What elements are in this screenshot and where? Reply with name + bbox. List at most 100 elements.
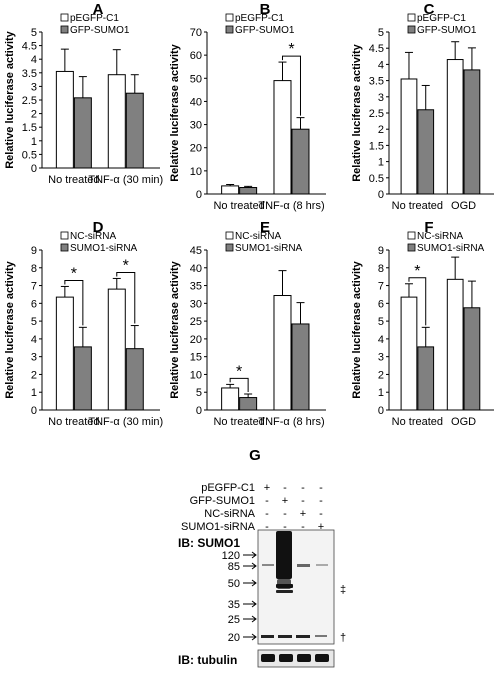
y-tick-label: 7: [378, 281, 384, 293]
y-tick-label: 3.5: [22, 68, 37, 80]
y-tick-label: 20: [190, 143, 202, 155]
y-tick-label: 4: [378, 59, 384, 71]
y-tick-label: 9: [378, 245, 384, 257]
y-axis-label: Relative luciferase activity: [169, 260, 181, 398]
y-tick-label: 0: [378, 189, 384, 201]
x-category-label: No treated: [392, 200, 443, 212]
legend-label: SUMO1-siRNA: [417, 243, 485, 254]
x-category-label: No treated: [48, 416, 99, 428]
y-tick-label: 6: [378, 298, 384, 310]
legend-swatch: [407, 243, 416, 252]
x-category-label: TNF-α (30 min): [88, 174, 163, 186]
bar-control: [221, 185, 240, 195]
mw-marker-arrowhead: [251, 633, 257, 641]
mw-marker-arrowhead: [251, 579, 257, 587]
significance-star: *: [71, 265, 77, 282]
y-tick-label: 4: [31, 54, 37, 66]
blot-condition-label: SUMO1-siRNA: [181, 521, 256, 533]
bar-control: [446, 59, 464, 195]
significance-star: *: [236, 363, 242, 380]
y-tick-label: 50: [190, 73, 202, 85]
y-tick-label: 1.5: [22, 122, 37, 134]
blot-condition-mark: -: [283, 521, 287, 533]
y-axis-label: Relative luciferase activity: [4, 260, 16, 398]
y-tick-label: 5: [378, 316, 384, 328]
y-tick-label: 60: [190, 50, 202, 62]
sumo1-band-20-lane3: [296, 635, 310, 638]
tubulin-blot-bands: [261, 654, 329, 662]
blot-condition-mark: -: [283, 508, 287, 520]
y-tick-label: 1: [31, 136, 37, 148]
y-tick-label: 4: [31, 334, 37, 346]
blot-condition-label: pEGFP-C1: [201, 482, 255, 494]
y-tick-label: 3: [378, 92, 384, 104]
panel-letter-b: B: [260, 1, 271, 18]
mw-marker-label: 20: [228, 632, 240, 644]
sumo1-blot-bands: [261, 531, 328, 638]
y-axis-label: Relative luciferase activity: [4, 30, 16, 168]
sumo1-band-20-lane4: [315, 635, 327, 637]
panel-letter-f: F: [424, 219, 433, 236]
y-tick-label: 40: [190, 263, 202, 275]
panel-letter-e: E: [260, 219, 270, 236]
legend-label: SUMO1-siRNA: [235, 243, 303, 254]
chart-panel-a: 0 0.51 1.52 2.5 33.5 44.5 5 Relative luciferase…: [4, 13, 163, 186]
chart-panel-c: 0 0.5 1 1.5 2 2.5 3 3.5 4 4.5 5 Relative luciferase…: [351, 13, 494, 212]
tubulin-band-lane2: [279, 654, 293, 662]
legend-swatch: [60, 13, 69, 22]
bar-control: [221, 387, 240, 411]
mw-marker-label: 35: [228, 599, 240, 611]
x-category-label: TNF-α (8 hrs): [258, 200, 324, 212]
blot-condition-mark: -: [265, 495, 269, 507]
bar-control: [55, 296, 74, 411]
y-tick-label: 3.5: [369, 76, 384, 88]
y-tick-label: 35: [190, 281, 202, 293]
y-tick-label: 10: [190, 369, 202, 381]
x-category-label: No treated: [48, 174, 99, 186]
blot-condition-mark: +: [318, 521, 324, 533]
tubulin-band-lane4: [315, 654, 329, 662]
chart-panel-f: 0 1 2 3 4 5 6 7 8 9 Relative luciferase activity No…: [351, 231, 494, 428]
legend-label: NC-siRNA: [417, 231, 463, 242]
y-tick-label: 0: [31, 405, 37, 417]
y-tick-label: 30: [190, 298, 202, 310]
y-tick-label: 45: [190, 245, 202, 257]
significance-bracket: [229, 377, 249, 392]
tubulin-band-lane3: [297, 654, 311, 662]
legend-swatch: [60, 25, 69, 34]
chart-panel-d: 0 1 2 3 4 5 6 7 8 9 Relative luciferase activity No…: [4, 231, 163, 428]
dagger-mark: †: [340, 632, 346, 644]
sumo1-band-85-lane1: [262, 564, 274, 566]
sumo1-lane2-smear: [276, 531, 292, 579]
chart-panel-e: 0 5 10 15 20 25 30 35 40 45 Relative luciferase ac…: [169, 231, 326, 428]
legend-swatch: [225, 25, 234, 34]
mw-marker-label: 50: [228, 578, 240, 590]
blot-condition-rows: pEGFP-C1 + - - -GFP-SUMO1- + - -NC-siRNA - - + -SUM…: [181, 482, 324, 533]
legend-label: GFP-SUMO1: [70, 25, 130, 36]
x-category-label: OGD: [451, 200, 476, 212]
legend-swatch: [60, 231, 69, 240]
bar-treatment: [291, 323, 310, 411]
mw-marker-arrowhead: [251, 600, 257, 608]
sumo1-blot-label: IB: SUMO1: [178, 536, 240, 550]
y-axis-label: Relative luciferase activity: [169, 43, 181, 181]
y-tick-label: 4.5: [22, 41, 37, 53]
blot-condition-label: GFP-SUMO1: [190, 495, 255, 507]
blot-condition-mark: +: [282, 495, 288, 507]
y-tick-label: 20: [190, 334, 202, 346]
y-tick-label: 10: [190, 166, 202, 178]
sumo1-band-85-lane3: [297, 564, 310, 567]
y-tick-label: 0: [196, 405, 202, 417]
legend-label: GFP-SUMO1: [235, 25, 295, 36]
y-tick-label: 8: [378, 263, 384, 275]
blot-condition-mark: +: [264, 482, 270, 494]
western-blot-panel: pEGFP-C1 + - - -GFP-SUMO1- + - -NC-siRNA - - + -SUM…: [178, 482, 346, 668]
sumo1-blot-membrane: [257, 529, 335, 645]
y-tick-label: 8: [31, 263, 37, 275]
panel-letter-c: C: [424, 1, 435, 18]
bar-control: [55, 70, 74, 169]
blot-condition-mark: -: [319, 508, 323, 520]
blot-condition-mark: -: [301, 495, 305, 507]
legend-label: GFP-SUMO1: [417, 25, 477, 36]
